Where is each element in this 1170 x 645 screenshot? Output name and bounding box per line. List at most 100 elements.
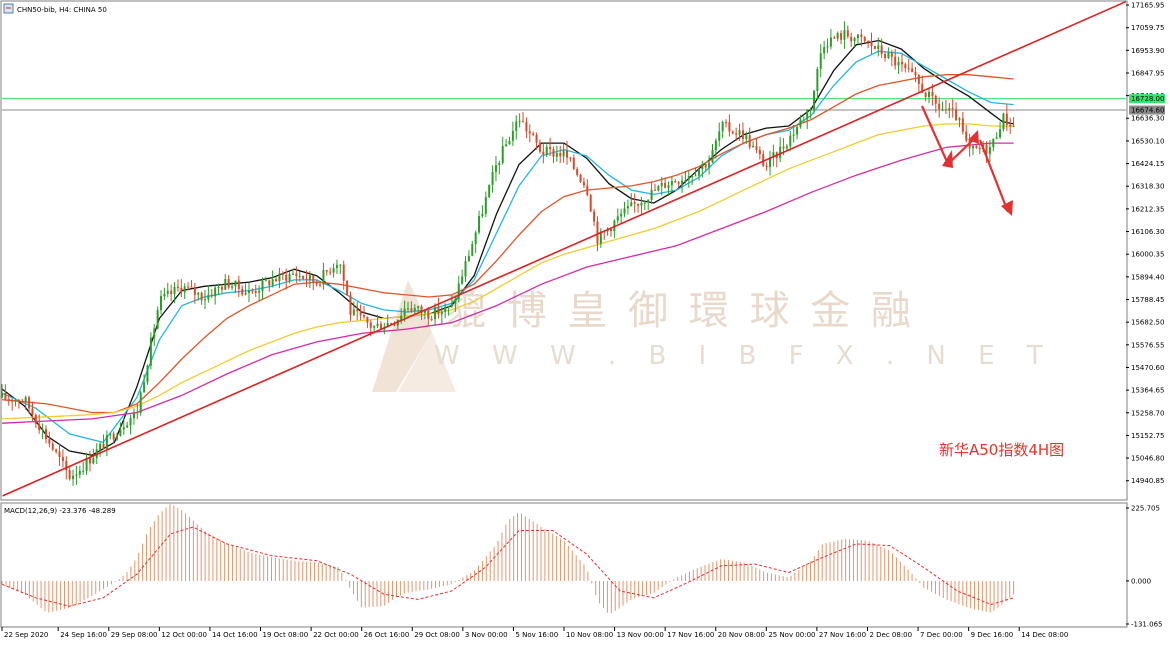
candle-body[interactable] bbox=[867, 40, 870, 42]
candle-body[interactable] bbox=[826, 46, 829, 48]
candle-body[interactable] bbox=[379, 323, 382, 330]
candle-body[interactable] bbox=[440, 311, 443, 315]
candle-body[interactable] bbox=[735, 133, 738, 135]
candle-body[interactable] bbox=[413, 307, 416, 311]
candle-body[interactable] bbox=[352, 309, 355, 315]
candle-body[interactable] bbox=[637, 203, 640, 206]
candle-body[interactable] bbox=[278, 273, 281, 282]
candle-body[interactable] bbox=[623, 208, 626, 214]
candle-body[interactable] bbox=[312, 275, 315, 283]
candle-body[interactable] bbox=[988, 147, 991, 154]
candle-body[interactable] bbox=[373, 326, 376, 328]
candle-body[interactable] bbox=[227, 279, 230, 288]
candle-body[interactable] bbox=[924, 92, 927, 98]
candle-body[interactable] bbox=[525, 121, 528, 132]
candle-body[interactable] bbox=[65, 460, 68, 471]
candle-body[interactable] bbox=[1005, 113, 1008, 125]
candle-body[interactable] bbox=[51, 443, 54, 450]
candle-body[interactable] bbox=[61, 457, 64, 461]
candle-body[interactable] bbox=[166, 290, 169, 294]
candle-body[interactable] bbox=[92, 458, 95, 464]
candle-body[interactable] bbox=[653, 189, 656, 191]
candle-body[interactable] bbox=[427, 310, 430, 320]
candle-body[interactable] bbox=[275, 279, 278, 282]
candle-body[interactable] bbox=[454, 298, 457, 304]
candle-body[interactable] bbox=[116, 435, 119, 440]
candle-body[interactable] bbox=[870, 41, 873, 46]
candle-body[interactable] bbox=[819, 53, 822, 69]
candle-body[interactable] bbox=[599, 231, 602, 244]
candle-body[interactable] bbox=[7, 399, 10, 401]
candle-body[interactable] bbox=[430, 319, 433, 321]
macd-panel[interactable] bbox=[1, 504, 1015, 614]
candle-body[interactable] bbox=[38, 423, 41, 431]
candle-body[interactable] bbox=[802, 119, 805, 121]
candle-body[interactable] bbox=[346, 280, 349, 296]
candle-body[interactable] bbox=[31, 408, 34, 416]
candle-body[interactable] bbox=[268, 280, 271, 286]
candle-body[interactable] bbox=[731, 131, 734, 134]
candle-body[interactable] bbox=[576, 169, 579, 175]
candle-body[interactable] bbox=[904, 64, 907, 69]
candle-body[interactable] bbox=[921, 83, 924, 93]
candle-body[interactable] bbox=[978, 147, 981, 150]
candle-body[interactable] bbox=[437, 307, 440, 315]
candle-body[interactable] bbox=[224, 279, 227, 290]
candle-body[interactable] bbox=[660, 182, 663, 187]
candle-body[interactable] bbox=[745, 135, 748, 140]
candle-body[interactable] bbox=[762, 154, 765, 166]
candle-body[interactable] bbox=[532, 133, 535, 135]
candle-body[interactable] bbox=[322, 270, 325, 285]
candle-body[interactable] bbox=[200, 292, 203, 301]
candle-body[interactable] bbox=[386, 323, 389, 328]
candle-body[interactable] bbox=[72, 475, 75, 480]
candle-body[interactable] bbox=[738, 130, 741, 135]
candle-body[interactable] bbox=[616, 216, 619, 221]
candle-body[interactable] bbox=[217, 286, 220, 288]
candle-body[interactable] bbox=[944, 109, 947, 111]
candle-body[interactable] bbox=[183, 286, 186, 293]
candle-body[interactable] bbox=[234, 280, 237, 287]
candle-body[interactable] bbox=[884, 54, 887, 59]
candle-body[interactable] bbox=[681, 180, 684, 184]
candle-body[interactable] bbox=[44, 429, 47, 440]
candle-body[interactable] bbox=[972, 146, 975, 149]
candle-body[interactable] bbox=[687, 176, 690, 180]
candle-body[interactable] bbox=[1009, 124, 1012, 127]
candle-body[interactable] bbox=[271, 279, 274, 286]
candle-body[interactable] bbox=[153, 328, 156, 338]
candle-body[interactable] bbox=[24, 397, 27, 402]
candle-body[interactable] bbox=[325, 270, 328, 272]
candle-body[interactable] bbox=[4, 392, 7, 400]
candle-body[interactable] bbox=[132, 412, 135, 419]
candle-body[interactable] bbox=[478, 216, 481, 233]
candle-body[interactable] bbox=[450, 303, 453, 307]
candle-body[interactable] bbox=[789, 135, 792, 147]
candle-body[interactable] bbox=[569, 157, 572, 159]
candle-body[interactable] bbox=[109, 433, 112, 436]
candle-body[interactable] bbox=[704, 164, 707, 168]
candle-body[interactable] bbox=[1002, 113, 1005, 130]
candle-body[interactable] bbox=[647, 199, 650, 203]
candle-body[interactable] bbox=[420, 306, 423, 313]
candle-body[interactable] bbox=[670, 181, 673, 186]
candle-body[interactable] bbox=[995, 137, 998, 139]
candle-body[interactable] bbox=[491, 171, 494, 185]
candle-body[interactable] bbox=[890, 52, 893, 57]
candle-body[interactable] bbox=[752, 145, 755, 148]
candle-body[interactable] bbox=[633, 202, 636, 204]
candle-body[interactable] bbox=[701, 164, 704, 170]
candle-body[interactable] bbox=[873, 45, 876, 49]
candle-body[interactable] bbox=[518, 121, 521, 123]
candle-body[interactable] bbox=[193, 287, 196, 295]
candle-body[interactable] bbox=[410, 308, 413, 311]
candle-body[interactable] bbox=[319, 284, 322, 286]
candle-body[interactable] bbox=[505, 144, 508, 147]
candle-body[interactable] bbox=[691, 176, 694, 178]
candle-body[interactable] bbox=[126, 425, 129, 428]
candle-body[interactable] bbox=[447, 306, 450, 308]
candle-body[interactable] bbox=[1, 392, 3, 398]
candle-body[interactable] bbox=[390, 323, 393, 325]
candle-body[interactable] bbox=[291, 273, 294, 275]
